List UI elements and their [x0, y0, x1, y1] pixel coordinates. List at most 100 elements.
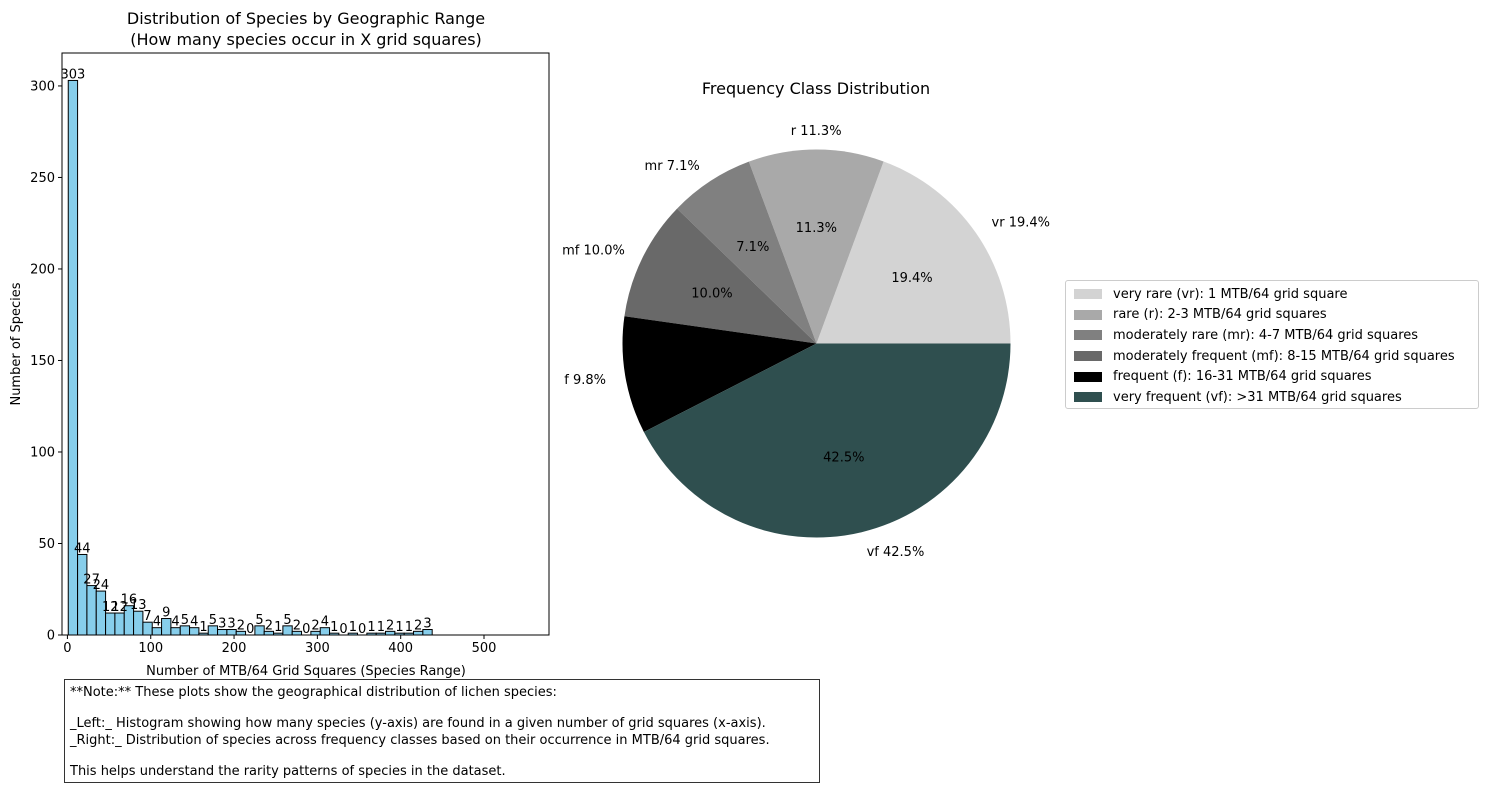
histogram-bar-label: 0 [358, 622, 366, 637]
legend-swatch-f [1074, 371, 1102, 382]
histogram-bar-label: 2 [293, 618, 301, 633]
histogram-bar [114, 612, 125, 636]
histogram-bar-label: 5 [255, 613, 263, 628]
legend-swatch-vf [1074, 392, 1102, 403]
x-tick-label: 200 [222, 641, 247, 656]
histogram-bar-label: 2 [265, 618, 273, 633]
pie-outer-label-vr: vr 19.4% [992, 215, 1050, 230]
legend-item-r: rare (r): 2-3 MTB/64 grid squares [1070, 305, 1474, 326]
x-tick-label: 500 [472, 641, 497, 656]
histogram-bar-label: 1 [199, 620, 207, 635]
y-tick-label: 250 [30, 171, 55, 186]
pie-pct-label-mr: 7.1% [736, 240, 769, 255]
histogram-bar-label: 12 [111, 600, 128, 615]
histogram-bar-label: 13 [130, 598, 147, 613]
legend-swatch-mf [1074, 351, 1102, 362]
note-box: **Note:** These plots show the geographi… [64, 679, 820, 783]
legend-label-mr: moderately rare (mr): 4-7 MTB/64 grid sq… [1113, 327, 1419, 343]
legend-swatch-mr [1074, 330, 1102, 341]
pie-title: Frequency Class Distribution [702, 79, 930, 98]
histogram-bar-label: 1 [330, 620, 338, 635]
histogram-bar-label: 4 [153, 615, 161, 630]
legend-label-mf: moderately frequent (mf): 8-15 MTB/64 gr… [1113, 348, 1455, 364]
histogram-bar-label: 5 [209, 613, 217, 628]
pie-outer-label-f: f 9.8% [564, 373, 606, 388]
histogram-bar [161, 618, 172, 636]
histogram-bar-label: 1 [405, 620, 413, 635]
x-tick-label: 100 [138, 641, 163, 656]
histogram-title-line-2: (How many species occur in X grid square… [130, 30, 482, 49]
histogram-chart: Distribution of Species by Geographic Ra… [9, 9, 550, 679]
histogram-title-line-1: Distribution of Species by Geographic Ra… [127, 9, 485, 28]
histogram-bar-label: 16 [121, 593, 138, 608]
histogram-x-axis-label: Number of MTB/64 Grid Squares (Species R… [146, 664, 466, 679]
histogram-bar-label: 2 [237, 618, 245, 633]
note-spacer [70, 749, 814, 763]
y-tick-label: 300 [30, 79, 55, 94]
pie-slice-mr [677, 161, 817, 344]
pie-slice-r [748, 149, 884, 344]
pie-pct-label-vr: 19.4% [891, 271, 932, 286]
histogram-bar-label: 0 [246, 622, 254, 637]
note-line-intro: **Note:** These plots show the geographi… [70, 685, 557, 700]
y-tick-label: 50 [38, 537, 55, 552]
histogram-bar-label: 2 [386, 618, 394, 633]
histogram-bar-label: 4 [190, 615, 198, 630]
pie-slice-vr [816, 161, 1011, 344]
pie-pct-label-r: 11.3% [796, 221, 837, 236]
legend-swatch-r [1074, 309, 1102, 320]
pie-outer-label-mr: mr 7.1% [645, 159, 700, 174]
histogram-bar-label: 1 [274, 620, 282, 635]
legend-item-mf: moderately frequent (mf): 8-15 MTB/64 gr… [1070, 346, 1474, 367]
legend-label-f: frequent (f): 16-31 MTB/64 grid squares [1113, 369, 1372, 385]
pie-chart: Frequency Class Distribution 19.4% 11.3% 7… [562, 79, 1050, 560]
note-line-right: _Right:_ Distribution of species across … [70, 733, 770, 748]
histogram-bar-label: 1 [349, 620, 357, 635]
x-tick-label: 400 [388, 641, 413, 656]
x-tick-label: 0 [63, 641, 71, 656]
histogram-axes-frame [61, 52, 550, 636]
y-tick-label: 150 [30, 354, 55, 369]
histogram-bar-label: 0 [302, 622, 310, 637]
pie-pct-label-vf: 42.5% [823, 451, 864, 466]
pie-legend: very rare (vr): 1 MTB/64 grid square rar… [1065, 280, 1479, 409]
histogram-bar [77, 553, 88, 636]
legend-label-r: rare (r): 2-3 MTB/64 grid squares [1113, 307, 1327, 323]
legend-item-mr: moderately rare (mr): 4-7 MTB/64 grid sq… [1070, 325, 1474, 346]
histogram-bar-label: 4 [171, 615, 179, 630]
histogram-bar-label: 2 [414, 618, 422, 633]
histogram-bar-label: 0 [339, 622, 347, 637]
pie-pct-label-mf: 10.0% [691, 286, 732, 301]
histogram-bar-label: 7 [143, 609, 151, 624]
legend-label-vf: very frequent (vf): >31 MTB/64 grid squa… [1113, 389, 1402, 405]
y-tick-label: 0 [47, 629, 55, 644]
histogram-bar-label: 5 [283, 613, 291, 628]
legend-swatch-vr [1074, 289, 1102, 300]
y-tick-label: 100 [30, 445, 55, 460]
legend-item-f: frequent (f): 16-31 MTB/64 grid squares [1070, 366, 1474, 387]
pie-slice-vf [643, 343, 1011, 538]
histogram-bar-label: 1 [367, 620, 375, 635]
pie-slice-f [622, 316, 817, 433]
histogram-bar-label: 3 [227, 617, 235, 632]
histogram-bar-label: 1 [377, 620, 385, 635]
histogram-bar-label: 12 [102, 600, 119, 615]
histogram-bar-label: 9 [162, 606, 170, 621]
histogram-bar-label: 4 [321, 615, 329, 630]
histogram-bar-label: 27 [83, 573, 100, 588]
legend-item-vr: very rare (vr): 1 MTB/64 grid square [1070, 284, 1474, 305]
histogram-bar-label: 3 [218, 617, 226, 632]
legend-label-vr: very rare (vr): 1 MTB/64 grid square [1113, 286, 1348, 302]
histogram-bar-label: 5 [181, 613, 189, 628]
histogram-bar-label: 2 [311, 618, 319, 633]
pie-slice-mf [624, 208, 817, 344]
histogram-bar-label: 24 [93, 578, 110, 593]
pie-pct-label-f: 9.8% [685, 357, 718, 372]
note-line-summary: This helps understand the rarity pattern… [70, 764, 506, 779]
note-line-left: _Left:_ Histogram showing how many speci… [70, 716, 766, 731]
histogram-bar-label: 1 [395, 620, 403, 635]
pie-outer-label-mf: mf 10.0% [562, 244, 625, 259]
histogram-bar-label: 3 [423, 617, 431, 632]
y-tick-label: 200 [30, 262, 55, 277]
